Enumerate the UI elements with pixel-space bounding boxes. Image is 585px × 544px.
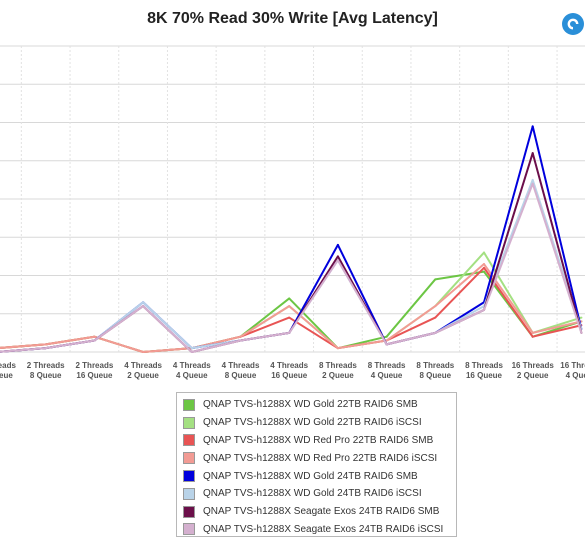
data-point[interactable]: [434, 305, 437, 308]
data-point[interactable]: [93, 339, 96, 342]
legend-item-7[interactable]: QNAP TVS-h1288X Seagate Exos 24TB RAID6 …: [177, 503, 456, 521]
data-point[interactable]: [385, 343, 388, 346]
data-point[interactable]: [190, 347, 193, 350]
legend-item-2[interactable]: QNAP TVS-h1288X WD Gold 22TB RAID6 iSCSI: [177, 414, 456, 432]
data-point[interactable]: [336, 255, 339, 258]
data-point[interactable]: [288, 305, 291, 308]
data-point[interactable]: [483, 263, 485, 266]
legend-label: QNAP TVS-h1288X Seagate Exos 24TB RAID6 …: [203, 506, 440, 518]
legend-item-3[interactable]: QNAP TVS-h1288X WD Red Pro 22TB RAID6 SM…: [177, 432, 456, 450]
x-tick-label: 8 Threads 2 Queue: [319, 361, 357, 380]
x-tick-label: 4 Threads 4 Queue: [173, 361, 211, 380]
data-point[interactable]: [434, 331, 437, 334]
data-point[interactable]: [483, 270, 485, 273]
data-point[interactable]: [336, 243, 339, 246]
data-point[interactable]: [239, 339, 242, 342]
data-point[interactable]: [44, 347, 47, 350]
legend-swatch: [183, 505, 195, 518]
x-tick-label: 8 Threads 16 Queue: [465, 361, 503, 380]
chart-title: 8K 70% Read 30% Write [Avg Latency]: [147, 10, 438, 27]
legend-item-4[interactable]: QNAP TVS-h1288X WD Red Pro 22TB RAID6 iS…: [177, 449, 456, 467]
data-point[interactable]: [336, 347, 339, 350]
legend-item-8[interactable]: QNAP TVS-h1288X Seagate Exos 24TB RAID6 …: [177, 521, 456, 539]
legend-item-5[interactable]: QNAP TVS-h1288X WD Gold 24TB RAID6 SMB: [177, 467, 456, 485]
data-point[interactable]: [531, 125, 534, 128]
data-point[interactable]: [190, 351, 193, 353]
legend-label: QNAP TVS-h1288X WD Gold 22TB RAID6 iSCSI: [203, 417, 422, 429]
x-tick-label: 16 Threads 2 Queue: [512, 361, 555, 380]
data-point[interactable]: [580, 316, 583, 319]
legend-swatch: [183, 398, 195, 411]
x-tick-label: 4 Threads 8 Queue: [222, 361, 260, 380]
data-point[interactable]: [336, 259, 339, 262]
legend-swatch: [183, 434, 195, 447]
data-point[interactable]: [531, 331, 534, 334]
grid-lines: [0, 45, 585, 353]
legend: QNAP TVS-h1288X WD Gold 22TB RAID6 SMB QN…: [176, 392, 457, 537]
legend-label: QNAP TVS-h1288X WD Red Pro 22TB RAID6 iS…: [203, 452, 438, 464]
data-point[interactable]: [385, 335, 388, 338]
data-point[interactable]: [288, 316, 291, 319]
data-point[interactable]: [531, 182, 534, 185]
data-point[interactable]: [580, 331, 583, 334]
data-point[interactable]: [531, 335, 534, 338]
reload-logo-icon[interactable]: [561, 12, 585, 36]
legend-swatch: [183, 523, 195, 536]
legend-label: QNAP TVS-h1288X WD Gold 24TB RAID6 SMB: [203, 470, 418, 482]
legend-label: QNAP TVS-h1288X Seagate Exos 24TB RAID6 …: [203, 523, 444, 535]
x-tick-label: 4 Threads 16 Queue: [270, 361, 308, 380]
legend-item-1[interactable]: QNAP TVS-h1288X WD Gold 22TB RAID6 SMB: [177, 396, 456, 414]
legend-swatch: [183, 416, 195, 429]
x-tick-label: 8 Threads 4 Queue: [368, 361, 406, 380]
data-point[interactable]: [142, 301, 145, 304]
legend-label: QNAP TVS-h1288X WD Gold 22TB RAID6 SMB: [203, 399, 418, 411]
legend-swatch: [183, 487, 195, 500]
data-point[interactable]: [434, 316, 437, 319]
data-point[interactable]: [580, 320, 583, 323]
data-point[interactable]: [531, 152, 534, 155]
data-point[interactable]: [483, 251, 485, 254]
data-point[interactable]: [142, 305, 145, 308]
legend-label: QNAP TVS-h1288X WD Gold 24TB RAID6 iSCSI: [203, 488, 422, 500]
series-line-7[interactable]: [0, 152, 583, 353]
data-point[interactable]: [142, 351, 145, 353]
data-point[interactable]: [483, 266, 485, 269]
legend-swatch: [183, 452, 195, 465]
x-tick-label: 4 Threads 2 Queue: [124, 361, 162, 380]
data-point[interactable]: [434, 278, 437, 281]
series-lines: [0, 125, 583, 353]
data-point[interactable]: [483, 308, 485, 311]
legend-label: QNAP TVS-h1288X WD Red Pro 22TB RAID6 SM…: [203, 434, 434, 446]
data-point[interactable]: [385, 339, 388, 342]
data-point[interactable]: [288, 331, 291, 334]
x-tick-label: 2 Threads 16 Queue: [76, 361, 114, 380]
reload-logo-glyph: [562, 13, 584, 35]
data-point[interactable]: [531, 178, 534, 181]
data-point[interactable]: [44, 343, 47, 346]
x-tick-label: 8 Threads 8 Queue: [416, 361, 454, 380]
data-point[interactable]: [239, 335, 242, 338]
x-tick-label: 2 Threads 8 Queue: [27, 361, 65, 380]
data-point[interactable]: [93, 335, 96, 338]
legend-swatch: [183, 470, 195, 483]
legend-item-6[interactable]: QNAP TVS-h1288X WD Gold 24TB RAID6 iSCSI: [177, 485, 456, 503]
data-point[interactable]: [288, 297, 291, 300]
